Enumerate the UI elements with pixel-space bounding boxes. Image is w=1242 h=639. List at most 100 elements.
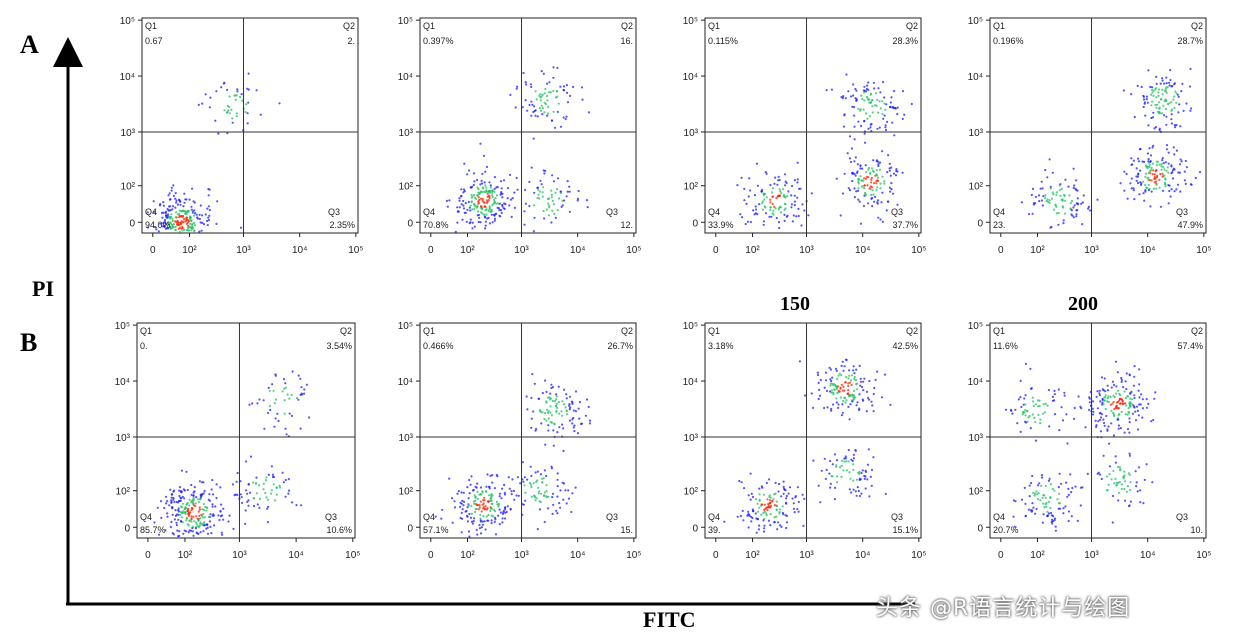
event-dot xyxy=(534,499,537,502)
event-dot xyxy=(283,412,286,415)
event-dot xyxy=(843,114,846,117)
event-dot xyxy=(1135,179,1138,182)
event-dot xyxy=(560,205,563,208)
event-dot xyxy=(162,222,165,225)
event-dot xyxy=(843,389,846,392)
event-dot xyxy=(1102,389,1105,392)
event-dot xyxy=(858,494,862,498)
event-dot xyxy=(1149,85,1152,89)
event-dot xyxy=(1160,112,1164,115)
event-dot xyxy=(515,176,518,180)
event-dot xyxy=(1058,189,1061,192)
event-dot xyxy=(1044,196,1047,200)
event-dot xyxy=(453,506,457,509)
event-dot xyxy=(480,510,483,513)
event-dot xyxy=(833,388,836,391)
event-dot xyxy=(881,191,884,194)
event-dot xyxy=(187,224,190,227)
event-dot xyxy=(1071,486,1074,490)
event-dot xyxy=(175,199,178,202)
event-dot xyxy=(1013,525,1016,528)
event-dot xyxy=(215,483,218,486)
event-dot xyxy=(758,203,761,206)
event-dot xyxy=(178,214,181,217)
event-dot xyxy=(1117,427,1120,430)
quadrant-value-q4: 85.7% xyxy=(140,525,166,535)
x-tick-label: 0 xyxy=(428,245,434,256)
event-dot xyxy=(526,109,529,112)
event-dot xyxy=(1190,183,1193,186)
event-dot xyxy=(504,508,507,511)
event-dot xyxy=(244,460,248,463)
event-dot xyxy=(555,393,558,396)
event-dot xyxy=(188,198,191,201)
event-dot xyxy=(290,414,293,417)
event-dot xyxy=(445,199,448,202)
event-dot xyxy=(562,427,565,430)
event-dot xyxy=(1165,91,1168,94)
event-dot xyxy=(206,532,210,535)
event-dot xyxy=(1049,187,1052,190)
event-dot xyxy=(523,210,526,213)
event-dot xyxy=(525,83,528,86)
event-dot xyxy=(798,360,802,363)
event-dot xyxy=(1132,189,1135,192)
event-dot xyxy=(1039,499,1042,502)
event-dot xyxy=(1079,486,1083,489)
y-tick-label: 10² xyxy=(969,487,984,498)
event-dot xyxy=(853,125,856,128)
event-dot xyxy=(1096,198,1099,201)
event-dot xyxy=(765,514,768,517)
event-dot xyxy=(287,478,290,481)
event-dot xyxy=(578,417,581,420)
event-dot xyxy=(168,504,171,507)
event-dot xyxy=(1052,515,1055,518)
event-dot xyxy=(178,486,182,489)
event-dot xyxy=(1072,206,1075,209)
event-dot xyxy=(540,95,543,98)
event-dot xyxy=(758,487,761,490)
event-dot xyxy=(495,186,498,189)
event-dot xyxy=(1044,194,1047,197)
event-dot xyxy=(1081,223,1084,226)
event-dot xyxy=(483,520,486,523)
y-tick-label: 10² xyxy=(684,182,699,193)
event-dot xyxy=(305,383,308,386)
event-dot xyxy=(1166,103,1169,106)
event-dot xyxy=(552,203,556,206)
event-dot xyxy=(524,188,527,192)
event-dot xyxy=(498,508,501,511)
event-dot xyxy=(854,490,857,493)
event-dot xyxy=(782,492,785,495)
event-dot xyxy=(855,89,858,92)
quadrant-name-q3: Q3 xyxy=(325,512,337,522)
event-dot xyxy=(480,493,483,496)
event-dot xyxy=(536,115,539,118)
event-dot xyxy=(264,492,267,495)
event-dot xyxy=(857,178,860,181)
event-dot xyxy=(200,493,204,496)
quadrant-name-q2: Q2 xyxy=(621,326,633,336)
event-dot xyxy=(869,172,872,175)
event-dot xyxy=(501,192,504,195)
event-dot xyxy=(481,207,484,210)
event-dot xyxy=(256,402,259,405)
event-dot xyxy=(1124,402,1127,405)
event-dot xyxy=(232,527,235,531)
event-dot xyxy=(468,535,471,538)
event-dot xyxy=(495,500,498,504)
event-dot xyxy=(860,471,863,475)
event-dot xyxy=(170,506,173,509)
event-dot xyxy=(566,180,569,183)
event-dot xyxy=(542,186,545,189)
event-dot xyxy=(885,209,888,212)
event-dot xyxy=(870,400,873,403)
event-dot xyxy=(848,381,852,384)
event-dot xyxy=(1075,213,1078,216)
event-dot xyxy=(888,167,891,170)
event-dot xyxy=(285,433,288,436)
event-dot xyxy=(844,97,847,100)
event-dot xyxy=(1123,470,1126,473)
event-dot xyxy=(785,215,788,218)
event-dot xyxy=(796,161,799,164)
